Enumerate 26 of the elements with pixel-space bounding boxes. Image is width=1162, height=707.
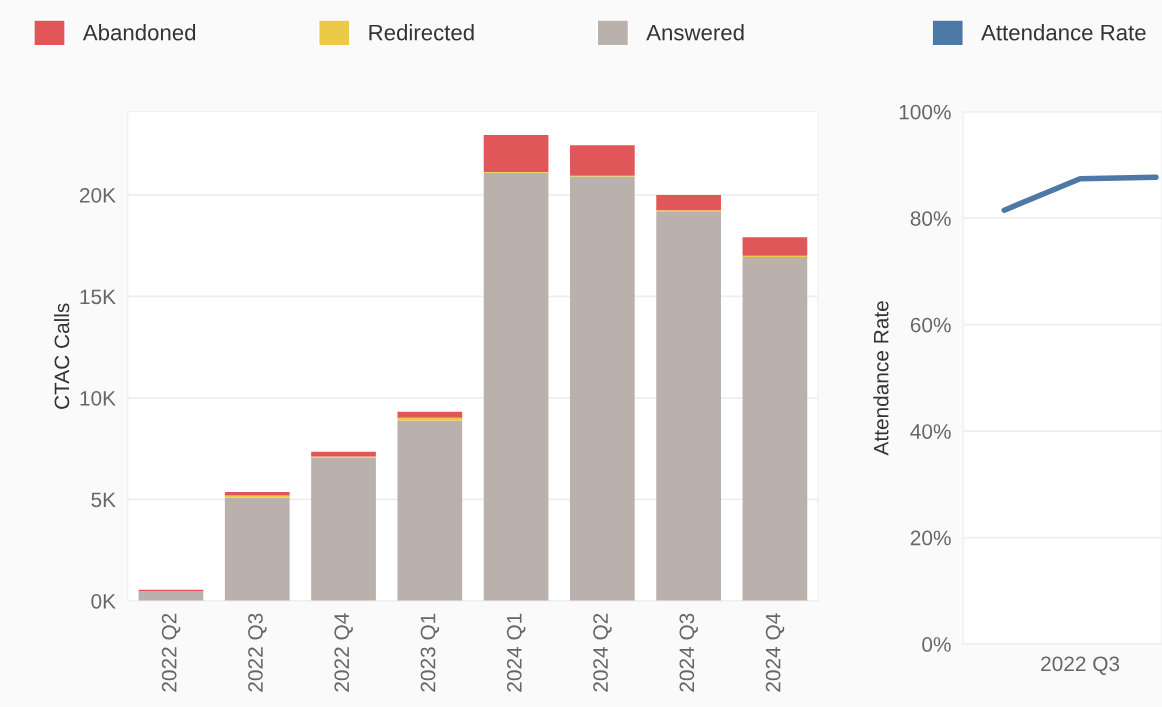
y-axis-title: CTAC Calls	[53, 303, 70, 409]
x-tick-label: 2022 Q2	[161, 613, 181, 692]
y-tick-label: 10K	[80, 390, 116, 406]
y-tick-label: 5K	[91, 492, 116, 508]
y-tick-label: 0%	[922, 637, 951, 652]
x-tick-label: 2024 Q3	[679, 613, 698, 692]
legend-label: Attendance Rate	[981, 24, 1146, 41]
x-tick-label: 2024 Q1	[506, 613, 526, 692]
y-tick-label: 20%	[910, 530, 951, 546]
x-tick-label: 2022 Q3	[1041, 656, 1120, 675]
legend-label: Redirected	[369, 24, 474, 41]
y-tick-label: 15K	[80, 289, 116, 305]
y-tick-label: 20K	[80, 187, 116, 203]
legend-label: Abandoned	[82, 24, 196, 41]
x-tick-label: 2024 Q2	[593, 613, 612, 692]
x-tick-label: 2022 Q4	[334, 613, 353, 692]
y-tick-label: 100%	[899, 104, 951, 120]
x-tick-label: 2024 Q4	[765, 613, 785, 692]
y-tick-label: 60%	[910, 317, 951, 333]
legend-label: Answered	[646, 24, 744, 41]
y-tick-label: 40%	[910, 424, 951, 439]
y-tick-label: 0K	[91, 593, 116, 609]
y-tick-label: 80%	[910, 211, 951, 226]
y-axis-title: Attendance Rate	[873, 301, 889, 456]
x-tick-label: 2022 Q3	[248, 613, 267, 692]
x-tick-label: 2023 Q1	[420, 613, 440, 692]
